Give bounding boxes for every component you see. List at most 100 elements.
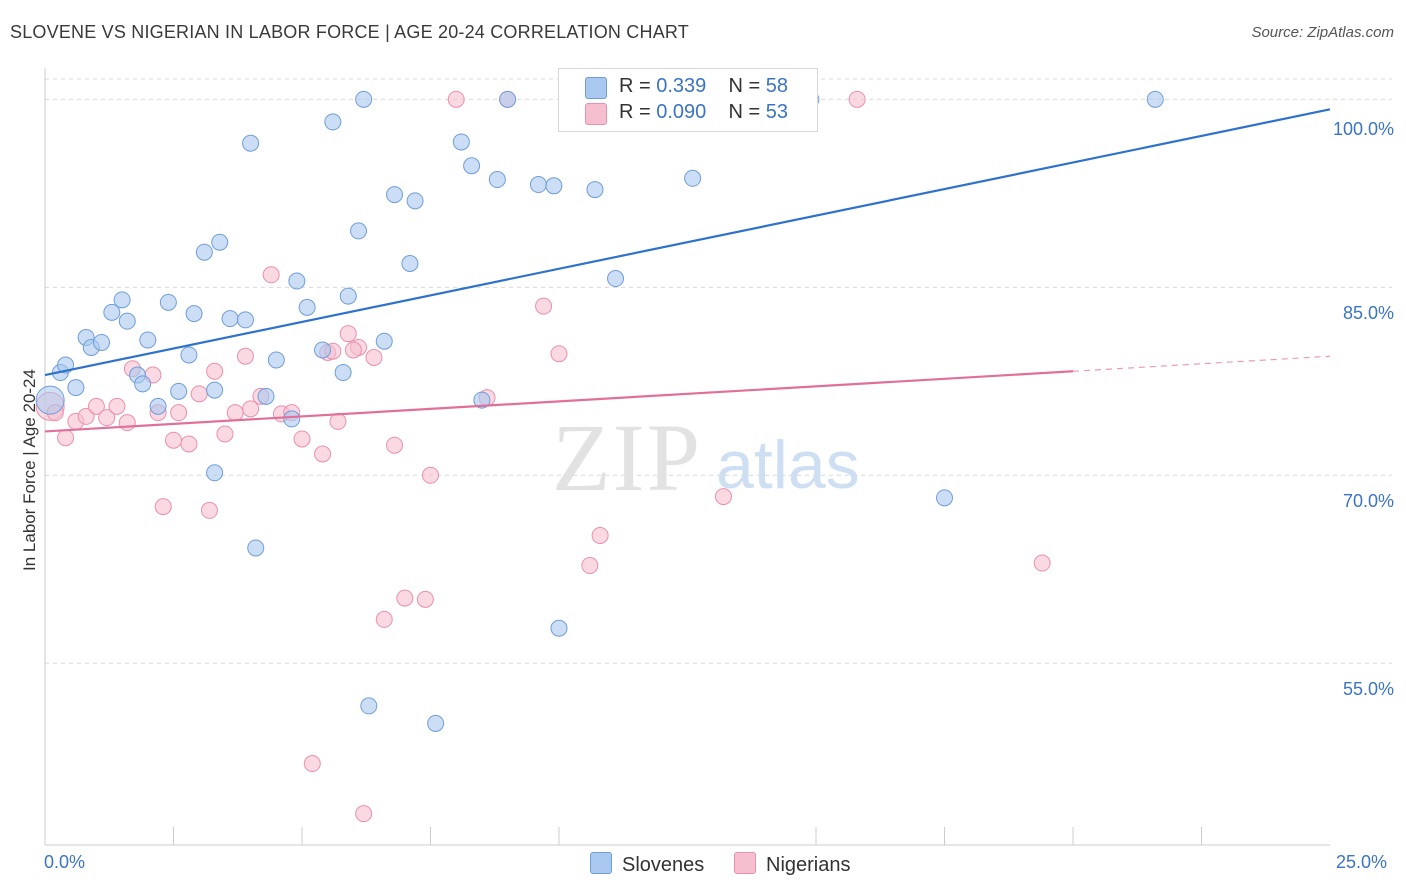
slovenes-point xyxy=(134,375,152,393)
legend-r-value: 0.090 xyxy=(656,101,707,123)
nigerians-point xyxy=(1033,554,1051,572)
slovenes-point xyxy=(936,489,953,507)
watermark-zip: ZIP xyxy=(552,404,702,511)
slovenes-point xyxy=(334,364,352,382)
slovenes-point xyxy=(118,312,136,330)
watermark-atlas: atlas xyxy=(716,427,860,503)
slovenes-point xyxy=(488,171,506,189)
nigerians-point xyxy=(550,345,568,363)
slovenes-point xyxy=(180,346,198,364)
slovenes-point xyxy=(386,186,404,204)
watermark: ZIP atlas xyxy=(552,404,860,511)
nigerians-point xyxy=(98,409,116,427)
slovenes-point xyxy=(452,133,470,151)
nigerians-point xyxy=(581,557,599,575)
slovenes-point xyxy=(195,243,213,261)
slovenes-point xyxy=(257,387,275,405)
slovenes-point xyxy=(427,714,445,732)
nigerians-point xyxy=(57,429,75,447)
slovenes-point xyxy=(401,255,419,273)
slovenes-point xyxy=(545,177,563,195)
slovenes-trend-line xyxy=(44,108,1331,377)
legend-r-label: R = xyxy=(619,101,657,123)
legend-n-label: N = xyxy=(728,75,766,97)
nigerians-point xyxy=(714,488,732,506)
nigerians-point xyxy=(154,498,172,516)
nigerians-point xyxy=(165,431,182,449)
nigerians-point xyxy=(180,435,198,453)
slovenes-point xyxy=(221,310,239,328)
slovenes-point xyxy=(406,192,424,210)
nigerians-point xyxy=(77,407,95,425)
y-tick-label: 100.0% xyxy=(1332,119,1394,140)
nigerians-point xyxy=(422,466,439,484)
y-tick-label: 55.0% xyxy=(1342,679,1394,700)
legend-swatch-pink xyxy=(585,103,607,125)
slovenes-point xyxy=(350,222,368,240)
slovenes-point xyxy=(103,303,121,321)
slovenes-point xyxy=(67,379,85,397)
bottom-legend-swatch-blue xyxy=(590,852,612,874)
nigerians-point xyxy=(170,404,188,422)
slovenes-point xyxy=(529,176,547,194)
nigerians-point xyxy=(108,397,126,415)
bottom-legend-slovenes: Slovenes xyxy=(590,852,704,877)
nigerians-point xyxy=(329,412,347,430)
grid-lines xyxy=(45,78,1392,664)
slovenes-point xyxy=(267,351,285,369)
nigerians-point xyxy=(206,362,224,380)
slovenes-point xyxy=(236,311,254,329)
source-credit: Source: ZipAtlas.com xyxy=(1251,24,1394,41)
slovenes-point xyxy=(499,90,517,108)
nigerians-point xyxy=(344,341,362,359)
slovenes-point xyxy=(113,291,131,309)
slovenes-point xyxy=(298,298,316,316)
nigerians-point xyxy=(200,501,218,519)
slovenes-point xyxy=(360,697,378,715)
axes xyxy=(44,68,1330,846)
nigerians-point xyxy=(365,348,383,366)
slovenes-point xyxy=(242,134,260,152)
slovenes-point xyxy=(1146,90,1164,108)
x-tick-label-min: 0.0% xyxy=(44,852,86,872)
y-tick-label: 70.0% xyxy=(1342,491,1394,512)
x-tick-label-max: 25.0% xyxy=(1336,852,1388,872)
legend-n-value: 58 xyxy=(765,75,789,97)
bottom-legend-swatch-pink xyxy=(734,852,756,874)
slovenes-point xyxy=(211,233,229,251)
nigerians-point xyxy=(226,404,244,422)
y-tick-label: 85.0% xyxy=(1342,303,1394,324)
slovenes-point xyxy=(139,331,157,349)
nigerians-point xyxy=(293,430,311,448)
slovenes-points xyxy=(35,90,1164,732)
slovenes-point xyxy=(473,391,491,409)
nigerians-point xyxy=(386,436,404,454)
nigerians-point xyxy=(262,266,280,284)
bottom-legend-label: Slovenes xyxy=(622,854,705,876)
slovenes-point xyxy=(170,382,188,400)
nigerians-point xyxy=(236,347,254,365)
nigerians-point xyxy=(416,590,434,608)
slovenes-point xyxy=(684,169,702,187)
nigerians-point xyxy=(242,400,260,418)
y-axis-title: In Labor Force | Age 20-24 xyxy=(20,369,39,571)
slovenes-point xyxy=(288,272,306,290)
nigerians-point xyxy=(303,755,321,773)
slovenes-point xyxy=(339,287,357,305)
bottom-legend-nigerians: Nigerians xyxy=(734,852,850,877)
nigerians-point xyxy=(87,397,105,415)
slovenes-point xyxy=(375,332,393,350)
nigerians-point xyxy=(355,805,373,823)
slovenes-point xyxy=(324,113,342,131)
slovenes-point xyxy=(93,333,111,351)
slovenes-point xyxy=(607,270,625,288)
nigerians-point xyxy=(535,297,553,315)
nigerians-point xyxy=(216,425,234,443)
slovenes-point xyxy=(283,410,301,428)
bottom-legend-label: Nigerians xyxy=(766,854,851,876)
slovenes-point xyxy=(185,305,203,323)
slovenes-point xyxy=(355,90,373,108)
slovenes-point xyxy=(159,293,177,311)
slovenes-point xyxy=(247,539,265,557)
